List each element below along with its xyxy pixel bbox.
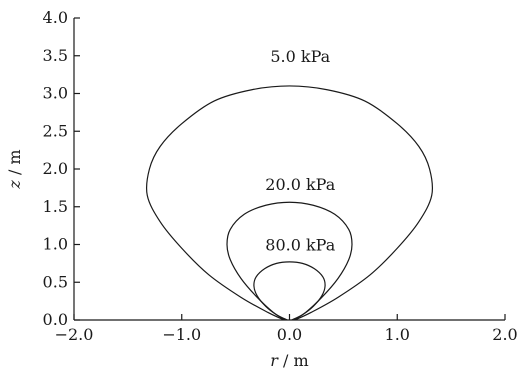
y-axis-label: z / m xyxy=(5,149,24,189)
axes: −2.0 −1.0 0.0 1.0 2.0 0.0 0.5 1.0 1.5 2.0 2.5 3.0 3.… xyxy=(43,8,518,344)
y-tick-label: 3.0 xyxy=(43,84,68,103)
x-tick-label: −2.0 xyxy=(55,325,94,344)
x-axis-label: r / m xyxy=(270,351,308,370)
x-tick-label: 2.0 xyxy=(492,325,517,344)
contour-line xyxy=(226,201,353,321)
x-tick-label: −1.0 xyxy=(162,325,201,344)
y-tick-label: 0.5 xyxy=(43,272,68,291)
contour-label: 5.0 kPa xyxy=(270,47,330,66)
x-tick-label: 0.0 xyxy=(277,325,302,344)
y-tick-label: 4.0 xyxy=(43,8,68,27)
x-axis-variable: r xyxy=(270,351,279,370)
contour-label: 80.0 kPa xyxy=(265,236,335,255)
x-tick-label: 1.0 xyxy=(385,325,410,344)
y-tick-label: 1.0 xyxy=(43,235,68,254)
y-axis-unit: / m xyxy=(5,149,24,180)
contour-label: 20.0 kPa xyxy=(265,175,335,194)
x-axis-unit: / m xyxy=(278,351,309,370)
y-axis-variable: z xyxy=(5,180,24,190)
y-tick-label: 2.0 xyxy=(43,159,68,178)
contour-line xyxy=(253,261,326,321)
y-tick-label: 0.0 xyxy=(43,310,68,329)
y-tick-label: 1.5 xyxy=(43,197,68,216)
contours xyxy=(145,85,434,321)
y-tick-label: 2.5 xyxy=(43,121,68,140)
y-tick-label: 3.5 xyxy=(43,46,68,65)
contour-line xyxy=(145,85,434,321)
